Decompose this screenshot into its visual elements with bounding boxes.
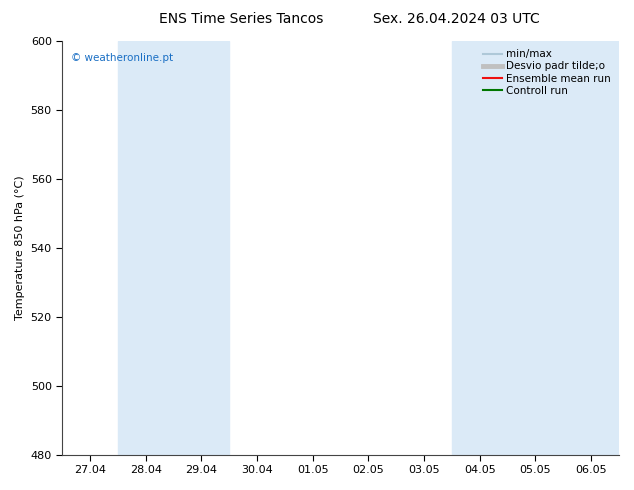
- Text: © weatheronline.pt: © weatheronline.pt: [70, 53, 172, 64]
- Text: Sex. 26.04.2024 03 UTC: Sex. 26.04.2024 03 UTC: [373, 12, 540, 26]
- Bar: [564, 41, 619, 455]
- Legend: min/max, Desvio padr tilde;o, Ensemble mean run, Controll run: min/max, Desvio padr tilde;o, Ensemble m…: [480, 46, 614, 99]
- Bar: [174, 41, 230, 455]
- Y-axis label: Temperature 850 hPa (°C): Temperature 850 hPa (°C): [15, 175, 25, 320]
- Bar: [452, 41, 508, 455]
- Text: ENS Time Series Tancos: ENS Time Series Tancos: [158, 12, 323, 26]
- Bar: [508, 41, 564, 455]
- Bar: [118, 41, 174, 455]
